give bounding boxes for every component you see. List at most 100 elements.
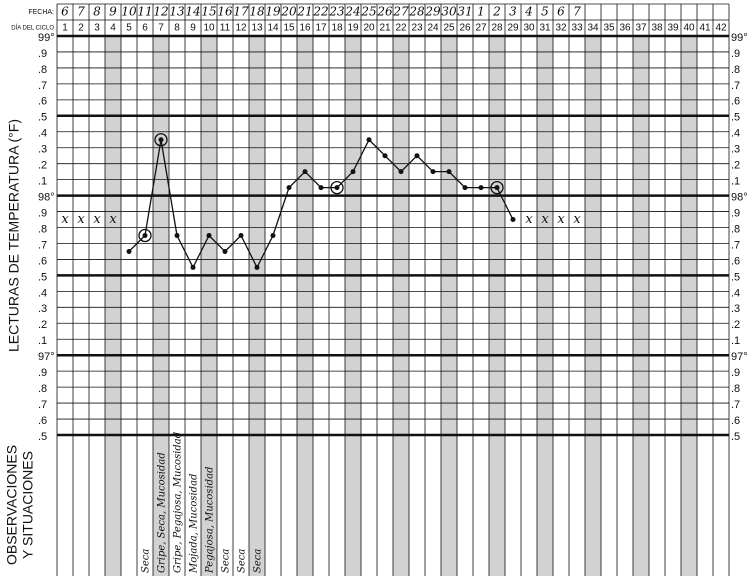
y-tick-label-right: .1 xyxy=(731,176,740,188)
y-tick-label-right: .5 xyxy=(731,271,740,283)
day-label: DÍA DEL CICLO xyxy=(11,25,54,32)
date: 8 xyxy=(93,5,101,19)
y-tick-label: .9 xyxy=(38,207,47,219)
date: 25 xyxy=(360,5,376,19)
date: 18 xyxy=(249,5,265,19)
cycle-day: 37 xyxy=(635,23,647,34)
temperature-point xyxy=(190,264,196,270)
date: 6 xyxy=(61,5,69,19)
y-tick-label: .9 xyxy=(38,367,47,379)
cycle-day: 12 xyxy=(235,23,247,34)
temperature-point xyxy=(334,185,340,191)
cycle-day: 14 xyxy=(267,23,279,34)
date: 20 xyxy=(280,5,297,19)
y-tick-label: .5 xyxy=(38,271,47,283)
y-tick-label: 98° xyxy=(38,192,55,204)
temperature-point xyxy=(382,153,388,159)
cycle-day: 20 xyxy=(363,23,375,34)
date: 26 xyxy=(376,5,393,19)
y-tick-label-right: .7 xyxy=(731,399,740,411)
y-tick-label: .1 xyxy=(38,335,47,347)
shade-column xyxy=(345,36,361,576)
cycle-day: 6 xyxy=(142,23,148,34)
y-tick-label: .7 xyxy=(38,80,47,92)
observations-label: OBSERVACIONES xyxy=(4,445,20,565)
cycle-day: 42 xyxy=(715,23,727,34)
y-axis-label: LECTURAS DE TEMPERATURA (°F) xyxy=(6,119,22,352)
shade-column xyxy=(681,36,697,576)
cycle-day: 22 xyxy=(395,23,407,34)
shade-column xyxy=(153,36,169,576)
x-mark: x xyxy=(557,212,565,227)
shade-column xyxy=(585,36,601,576)
shade-column xyxy=(393,36,409,576)
y-tick-label-right: 97° xyxy=(731,351,747,363)
y-tick-label: .5 xyxy=(38,431,47,443)
shade-column xyxy=(105,36,121,576)
cycle-day: 34 xyxy=(587,23,599,34)
cycle-day: 5 xyxy=(126,23,132,34)
date: 3 xyxy=(509,5,517,19)
cycle-day: 33 xyxy=(571,23,583,34)
cycle-day: 27 xyxy=(475,23,487,34)
observation: Seca xyxy=(253,549,264,573)
date: 14 xyxy=(185,5,200,19)
cycle-day: 30 xyxy=(523,23,535,34)
shade-column xyxy=(249,36,265,576)
cycle-day: 10 xyxy=(203,23,215,34)
cycle-day: 35 xyxy=(603,23,615,34)
y-tick-label-right: .5 xyxy=(731,431,740,443)
temperature-point xyxy=(366,137,372,143)
cycle-day: 2 xyxy=(78,23,84,34)
y-tick-label: .5 xyxy=(38,112,47,124)
y-tick-label: .1 xyxy=(38,176,47,188)
temperature-point xyxy=(430,169,436,175)
circled-point xyxy=(330,180,344,195)
temperature-point xyxy=(142,233,148,238)
date: 2 xyxy=(492,5,501,19)
date: 15 xyxy=(201,5,216,19)
temperature-point xyxy=(510,217,516,223)
observation: Gripe, Pegajosa, Mucosidad xyxy=(173,432,184,573)
y-tick-label: .8 xyxy=(38,64,47,76)
cycle-day: 18 xyxy=(331,23,343,34)
y-tick-label: .6 xyxy=(38,255,47,267)
date: 30 xyxy=(441,5,457,19)
date: 10 xyxy=(121,5,137,19)
observation: Pegajosa, Mucosidad xyxy=(205,466,216,574)
temperature-point xyxy=(222,248,228,254)
y-tick-label: .8 xyxy=(38,383,47,395)
cycle-day: 7 xyxy=(158,23,164,34)
y-tick-label: .8 xyxy=(38,223,47,235)
circled-point xyxy=(490,180,504,195)
cycle-day: 39 xyxy=(667,23,679,34)
y-tick-label-right: 99° xyxy=(731,32,747,44)
shade-column xyxy=(297,36,313,576)
date-label: FECHA: xyxy=(28,9,54,16)
y-tick-label-right: .3 xyxy=(731,144,740,156)
y-tick-label-right: .2 xyxy=(731,319,740,331)
temperature-point xyxy=(286,185,292,191)
date: 27 xyxy=(392,5,409,19)
cycle-day: 9 xyxy=(190,23,196,34)
y-tick-label: 99° xyxy=(38,32,55,44)
temperature-point xyxy=(254,264,260,270)
y-tick-label: .6 xyxy=(38,96,47,108)
x-mark: x xyxy=(61,212,69,227)
shade-column xyxy=(633,36,649,576)
circled-point xyxy=(154,133,168,147)
cycle-day: 19 xyxy=(347,23,359,34)
observations-label: Y SITUACIONES xyxy=(20,451,36,559)
x-mark: x xyxy=(573,212,581,227)
cycle-day: 32 xyxy=(555,23,567,34)
date: 6 xyxy=(557,5,565,19)
y-tick-label: .3 xyxy=(38,303,47,315)
y-tick-label-right: .6 xyxy=(731,96,740,108)
cycle-day: 11 xyxy=(220,23,231,34)
date: 31 xyxy=(457,5,472,19)
y-tick-label: .7 xyxy=(38,239,47,251)
y-tick-label-right: .1 xyxy=(731,335,740,347)
y-tick-label: .7 xyxy=(38,399,47,411)
y-tick-label-right: .7 xyxy=(731,239,740,251)
